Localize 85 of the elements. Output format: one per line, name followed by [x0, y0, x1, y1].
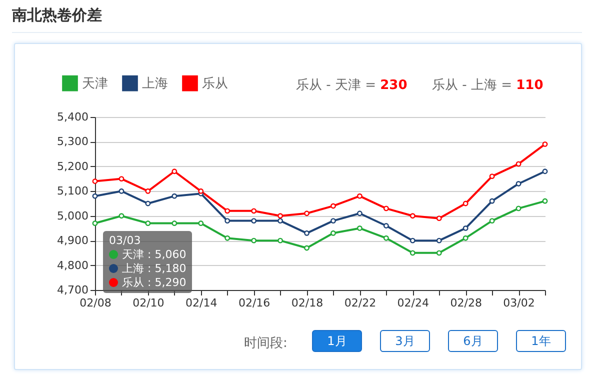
- point: [92, 193, 98, 199]
- point: [118, 188, 124, 194]
- point: [92, 220, 98, 226]
- point: [145, 220, 151, 226]
- point: [462, 225, 468, 231]
- point: [330, 230, 336, 236]
- point: [172, 168, 178, 174]
- point: [304, 245, 310, 251]
- annotation: 天津 : 5,060: [121, 248, 186, 262]
- y-tick-label: 5,000: [57, 209, 88, 222]
- x-tick-label: 02/28: [450, 296, 482, 310]
- x-tick-label: 03/02: [503, 296, 535, 310]
- point: [356, 225, 362, 231]
- text: 1月: [312, 330, 362, 352]
- point: [410, 238, 416, 244]
- point: [251, 218, 257, 224]
- point: [330, 218, 336, 224]
- point: [92, 178, 98, 184]
- point: [542, 141, 548, 147]
- point: [462, 235, 468, 241]
- point: [251, 238, 257, 244]
- point: [383, 235, 389, 241]
- point: [278, 218, 284, 224]
- point: [198, 220, 204, 226]
- point: [224, 218, 230, 224]
- x-tick-label: 02/18: [291, 296, 324, 310]
- point: [410, 213, 416, 219]
- point: [516, 161, 522, 167]
- text: 乐从 - 天津 = 230: [296, 77, 408, 94]
- x-tick-label: 02/24: [397, 296, 429, 310]
- y-tick-label: 5,200: [57, 160, 88, 173]
- point: [172, 220, 178, 226]
- point: [489, 218, 495, 224]
- x-tick-label: 02/10: [132, 296, 164, 310]
- point: [489, 174, 495, 180]
- legend-label: 乐从: [202, 76, 228, 92]
- point: [251, 208, 257, 214]
- point: [118, 213, 124, 219]
- point: [383, 206, 389, 212]
- point: [304, 210, 310, 216]
- annotation: 03/03: [109, 234, 142, 248]
- point: [516, 181, 522, 186]
- annotation: 乐从 : 5,290: [121, 276, 186, 290]
- point: [118, 176, 124, 182]
- point: [516, 206, 522, 212]
- point: [145, 200, 151, 206]
- legend-label: 上海: [142, 76, 168, 92]
- text: 1年: [516, 330, 566, 352]
- point: [489, 198, 495, 204]
- point: [224, 208, 230, 214]
- point: [436, 250, 442, 256]
- y-tick-label: 5,300: [57, 135, 88, 148]
- y-tick-label: 4,700: [57, 284, 88, 296]
- point: [410, 250, 416, 256]
- x-tick-label: 02/22: [344, 296, 376, 310]
- point: [278, 238, 284, 244]
- point: [462, 200, 468, 206]
- point: [198, 188, 204, 194]
- point: [304, 230, 310, 236]
- point: [172, 193, 178, 199]
- point: [356, 193, 362, 199]
- text: 时间段:: [244, 335, 288, 352]
- x-tick-label: 02/16: [238, 296, 270, 310]
- point: [356, 210, 362, 216]
- annotation: 上海 : 5,180: [121, 262, 186, 276]
- chart-title: 南北热卷价差: [12, 6, 102, 25]
- y-tick-label: 4,800: [57, 258, 88, 272]
- point: [278, 213, 284, 219]
- text: 3月: [380, 330, 430, 352]
- point: [383, 223, 389, 228]
- legend-label: 天津: [82, 76, 108, 92]
- point: [145, 188, 151, 194]
- point: [542, 168, 548, 174]
- y-tick-label: 5,400: [57, 110, 88, 124]
- y-tick-label: 5,100: [57, 184, 88, 198]
- text: 乐从 - 上海 = 110: [432, 77, 544, 94]
- point: [436, 238, 442, 244]
- x-tick-label: 02/08: [80, 296, 112, 310]
- point: [542, 198, 548, 204]
- text: 6月: [448, 330, 498, 352]
- y-tick-label: 4,900: [57, 234, 88, 248]
- x-tick-label: 02/14: [186, 296, 218, 310]
- point: [436, 216, 442, 222]
- point: [224, 235, 230, 241]
- point: [330, 203, 336, 209]
